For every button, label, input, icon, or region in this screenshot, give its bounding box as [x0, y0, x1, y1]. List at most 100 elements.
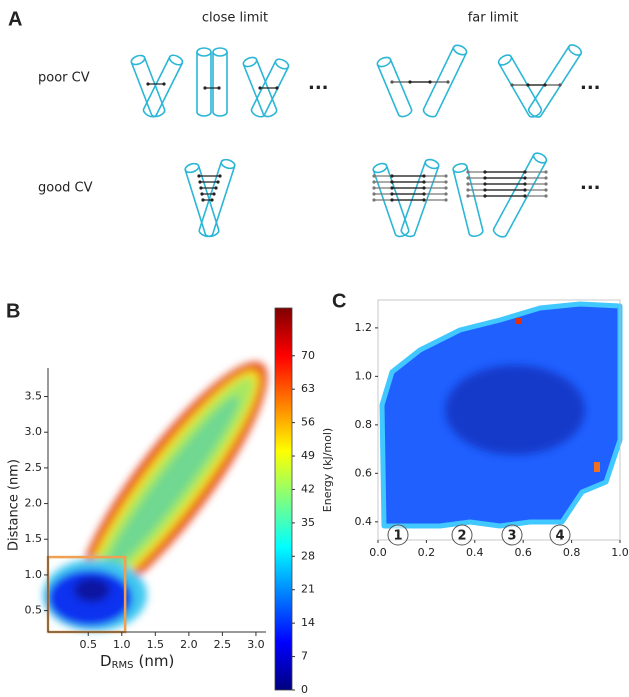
- x-label-unit: (nm): [139, 652, 175, 670]
- atom: [390, 80, 394, 84]
- atom: [444, 198, 448, 202]
- atom: [422, 198, 426, 202]
- helix-cap: [452, 162, 468, 174]
- x-label-sub: RMS: [112, 660, 134, 671]
- atom: [372, 198, 376, 202]
- helix: [242, 56, 278, 118]
- column-label: close limit: [202, 11, 268, 26]
- x-tick-label: 0.6: [514, 546, 532, 559]
- ellipsis: ...: [580, 73, 601, 94]
- x-tick-label: 0.4: [466, 546, 484, 559]
- atom: [372, 174, 376, 178]
- x-tick-label: 1.5: [147, 638, 165, 651]
- atom: [210, 198, 214, 202]
- x-tick-label: 2.5: [214, 638, 232, 651]
- atom: [544, 170, 548, 174]
- helix-body: [212, 52, 228, 117]
- atom: [523, 176, 527, 180]
- y-tick-label: 1.5: [25, 532, 43, 545]
- helix-cap: [376, 56, 392, 68]
- atom: [483, 194, 487, 198]
- atom: [558, 83, 562, 87]
- atom: [444, 174, 448, 178]
- column-label: far limit: [468, 11, 519, 26]
- helix-cap: [532, 152, 548, 164]
- helix-cap: [372, 162, 388, 174]
- helix-cap: [452, 44, 468, 56]
- atom: [422, 174, 426, 178]
- atom: [212, 192, 216, 196]
- helix-body: [498, 56, 543, 118]
- x-label-base: D: [100, 652, 112, 670]
- colorbar-tick-label: 63: [301, 382, 315, 395]
- frame: [377, 299, 621, 541]
- atom: [523, 182, 527, 186]
- helix: [130, 54, 166, 118]
- helix-cap: [567, 44, 583, 56]
- atom: [217, 86, 221, 90]
- atom: [428, 80, 432, 84]
- atom: [390, 192, 394, 196]
- atom: [372, 192, 376, 196]
- atom: [483, 176, 487, 180]
- atom: [483, 170, 487, 174]
- atom: [544, 194, 548, 198]
- helix-body: [198, 161, 236, 238]
- atom: [544, 182, 548, 186]
- ellipsis: ...: [308, 73, 329, 94]
- row-label: poor CV: [38, 71, 90, 86]
- atom: [444, 192, 448, 196]
- hot-spot: [594, 462, 600, 472]
- helix: [376, 56, 413, 118]
- atom: [201, 198, 205, 202]
- panel-label: A: [8, 8, 22, 30]
- atom: [422, 186, 426, 190]
- y-axis-label: Distance (nm): [7, 459, 22, 551]
- y-tick-label: 1.0: [355, 369, 373, 382]
- atom: [408, 80, 412, 84]
- helix: [212, 47, 228, 117]
- atom: [390, 198, 394, 202]
- colorbar-tick-label: 7: [301, 650, 308, 663]
- atom: [446, 80, 450, 84]
- helix: [492, 152, 548, 238]
- helix-body: [250, 60, 289, 118]
- helix-cap: [220, 158, 236, 170]
- helix-cap: [274, 58, 290, 70]
- y-tick-label: 0.8: [355, 418, 373, 431]
- atom: [146, 82, 150, 86]
- atom: [214, 186, 218, 190]
- x-axis-label: DRMS (nm): [100, 652, 174, 672]
- atom: [444, 186, 448, 190]
- atom: [483, 188, 487, 192]
- helix-body: [492, 154, 547, 238]
- atom: [372, 186, 376, 190]
- helix-cap: [424, 158, 440, 170]
- atom: [466, 182, 470, 186]
- atom: [275, 86, 279, 90]
- atom: [466, 188, 470, 192]
- atom: [199, 186, 203, 190]
- helix: [142, 54, 184, 118]
- atom: [162, 82, 166, 86]
- atom: [544, 176, 548, 180]
- atom: [466, 176, 470, 180]
- colorbar-tick-label: 49: [301, 449, 315, 462]
- x-tick-label: 0.2: [418, 546, 436, 559]
- atom: [197, 174, 201, 178]
- helix-body: [142, 56, 183, 118]
- helix-cap: [242, 56, 258, 68]
- x-tick-label: 2.0: [180, 638, 198, 651]
- atom: [444, 180, 448, 184]
- atom: [390, 180, 394, 184]
- hot-spot: [516, 318, 522, 324]
- atom: [258, 86, 262, 90]
- helix: [198, 158, 236, 238]
- colorbar-tick-label: 14: [301, 616, 315, 629]
- helix: [422, 44, 468, 118]
- ellipsis: ...: [580, 173, 601, 194]
- y-tick-label: 2.5: [25, 461, 43, 474]
- helix-cap: [130, 54, 146, 66]
- helix-body: [422, 46, 468, 118]
- helix-cap: [212, 47, 228, 57]
